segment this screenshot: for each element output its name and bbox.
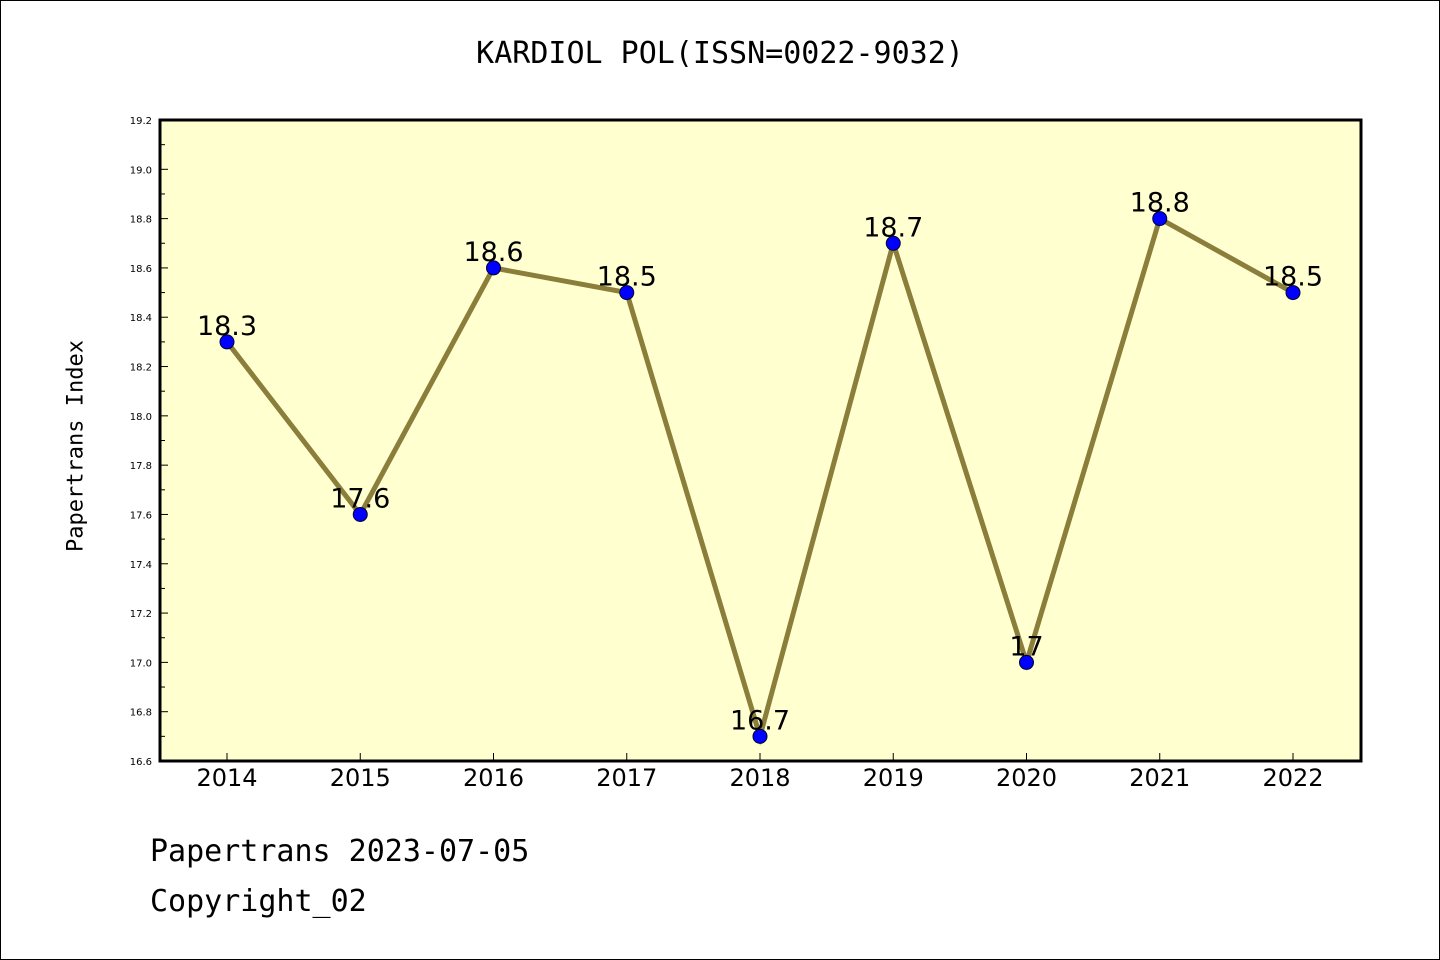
y-tick-label: 19.2: [130, 116, 152, 127]
data-label: 17: [1009, 631, 1043, 662]
y-tick-label: 17.8: [130, 461, 152, 472]
y-tick-label: 17.0: [130, 658, 152, 669]
y-tick-label: 18.4: [130, 313, 152, 324]
data-point: [1152, 211, 1168, 227]
x-tick-label: 2017: [596, 764, 657, 792]
data-label: 18.3: [197, 311, 257, 342]
data-label: 18.5: [1263, 262, 1323, 293]
y-tick-label: 18.6: [130, 264, 152, 275]
y-tick-label: 17.2: [130, 609, 152, 620]
y-tick-label: 18.8: [130, 215, 152, 226]
y-tick-label: 18.2: [130, 363, 152, 374]
y-tick-label: 19.0: [130, 165, 152, 176]
x-tick-label: 2014: [196, 764, 257, 792]
data-point: [219, 334, 235, 350]
data-point: [885, 235, 901, 251]
x-tick-label: 2020: [996, 764, 1057, 792]
data-label: 17.6: [330, 483, 390, 514]
y-tick-label: 16.8: [130, 708, 152, 719]
data-point: [352, 506, 368, 522]
data-point: [486, 260, 501, 276]
x-tick-label: 2019: [863, 764, 924, 792]
x-tick-label: 2022: [1262, 764, 1323, 792]
y-tick-label: 18.0: [130, 412, 152, 423]
plot-area: [160, 120, 1361, 761]
x-tick-label: 2015: [330, 764, 391, 792]
plot-border: [158, 118, 1363, 763]
x-tick-label: 2018: [729, 764, 790, 792]
footer-date: Papertrans 2023-07-05: [150, 834, 530, 869]
x-tick-label: 2016: [463, 764, 524, 792]
chart-title: KARDIOL POL(ISSN=0022-9032): [476, 36, 964, 71]
data-point: [619, 285, 635, 301]
data-label: 18.5: [597, 262, 657, 293]
data-label: 18.8: [1130, 188, 1190, 219]
footer-copyright: Copyright_02: [150, 884, 367, 919]
data-label: 16.7: [730, 705, 790, 736]
data-point: [1285, 285, 1301, 301]
data-point: [1019, 654, 1034, 670]
data-label: 18.7: [863, 212, 923, 243]
y-tick-label: 16.6: [130, 757, 152, 768]
data-label: 18.6: [463, 237, 523, 268]
data-point: [752, 728, 768, 744]
y-tick-label: 17.4: [130, 560, 152, 571]
x-tick-label: 2021: [1129, 764, 1190, 792]
y-tick-label: 17.6: [130, 510, 152, 521]
